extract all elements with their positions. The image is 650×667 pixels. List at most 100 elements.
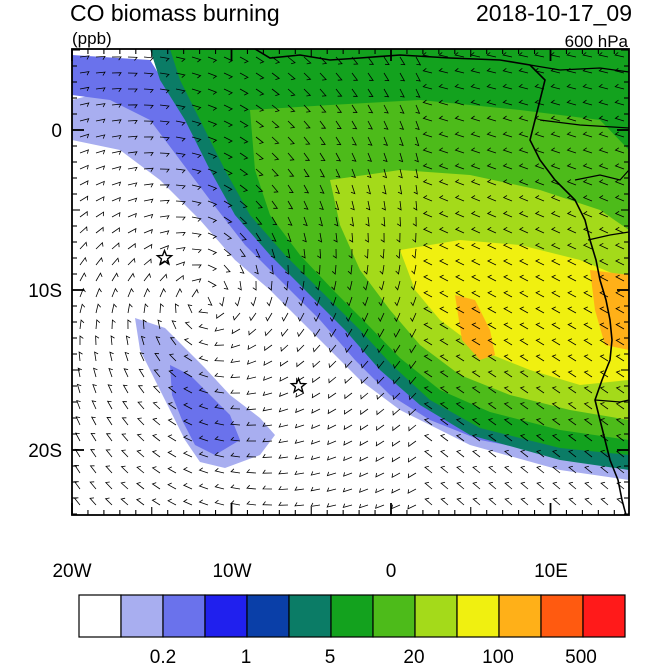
wind-barb [567,338,577,346]
wind-barb [399,120,405,130]
wind-barb [367,72,374,81]
wind-barb [140,335,146,346]
wind-barb [294,486,305,491]
plot-title: CO biomass burning [70,0,280,26]
lon-label-20w: 20W [52,561,91,582]
wind-barb [152,401,161,410]
wind-barb [95,71,106,76]
wind-barb [79,210,88,218]
wind-barb [470,131,481,138]
wind-barb [223,200,233,208]
wind-barb [303,72,312,81]
country-border-5 [594,399,629,403]
wind-barb [361,312,369,323]
wind-barb [187,304,193,314]
wind-barb [278,438,289,444]
wind-barb [582,242,593,250]
wind-barb [519,386,529,394]
wind-barb [438,83,449,90]
wind-barb [79,287,86,298]
wind-barb [191,88,202,95]
wind-barb [367,88,374,98]
wind-barb [470,163,481,170]
wind-barb [79,71,90,76]
wind-barb [408,376,417,385]
wind-barb [310,439,321,445]
wind-barb [566,83,577,90]
wind-barb [503,354,513,362]
wind-barb [223,184,233,192]
wind-barb [410,296,417,307]
wind-barb [550,99,561,106]
wind-barb [583,402,593,410]
wind-barb [366,168,372,179]
wind-barb [376,360,385,369]
wind-barb [363,264,369,275]
wind-barb [271,216,278,226]
wind-barb [152,385,161,394]
wind-barb [567,290,577,298]
wind-barb [287,216,293,226]
wind-barb [582,52,593,58]
wind-barb [167,498,177,506]
wind-barb [360,408,369,416]
wind-barb [157,319,162,330]
wind-barb [127,287,134,298]
wind-barb [303,88,312,97]
wind-barb [142,319,147,330]
wind-barb [271,136,280,145]
wind-barb [319,200,324,210]
wind-barb [439,386,449,394]
wind-barb [344,392,353,400]
wind-barb [175,136,186,142]
wind-barb [614,67,625,74]
wind-barb [470,195,481,202]
wind-barb [183,418,193,426]
wind-barb [246,437,256,442]
wind-barb [366,184,371,195]
wind-barb [487,370,497,378]
pressure-level: 600 hPa [564,32,628,51]
wind-barb [376,376,385,385]
country-border-4 [587,231,629,241]
colorbar-swatch-6 [330,594,374,638]
wind-barb [127,303,133,314]
wind-barb [168,353,177,362]
wind-barb [278,407,289,413]
wind-barb [319,120,327,129]
wind-barb [167,434,177,442]
wind-barb [504,449,513,458]
wind-barb [519,402,529,410]
wind-barb [567,434,577,442]
wind-barb [534,163,545,170]
wind-barb [503,434,513,442]
wind-barb [383,136,389,146]
wind-barb [393,360,401,369]
wind-barb [191,72,202,79]
wind-barb [159,215,170,220]
wind-barb [502,131,513,138]
wind-barb [393,328,401,338]
wind-barb [127,72,138,77]
wind-barb [422,131,433,138]
wind-barb [255,232,262,242]
wind-barb [551,306,561,314]
wind-barb [127,227,137,234]
wind-barb [381,200,386,211]
wind-barb [143,136,154,141]
wind-barb [252,280,257,291]
wind-barb [550,211,561,218]
wind-barb [79,303,86,314]
wind-barb [254,264,259,275]
wind-barb [360,376,369,385]
wind-barb [391,472,401,479]
wind-barb [535,338,545,346]
wind-barb [408,408,417,416]
wind-barb [486,211,497,218]
wind-barb [567,306,577,314]
wind-barb [207,216,218,223]
wind-barb [376,392,385,400]
wind-barb [614,163,625,170]
wind-barb [487,386,497,394]
wind-barb [136,433,145,442]
